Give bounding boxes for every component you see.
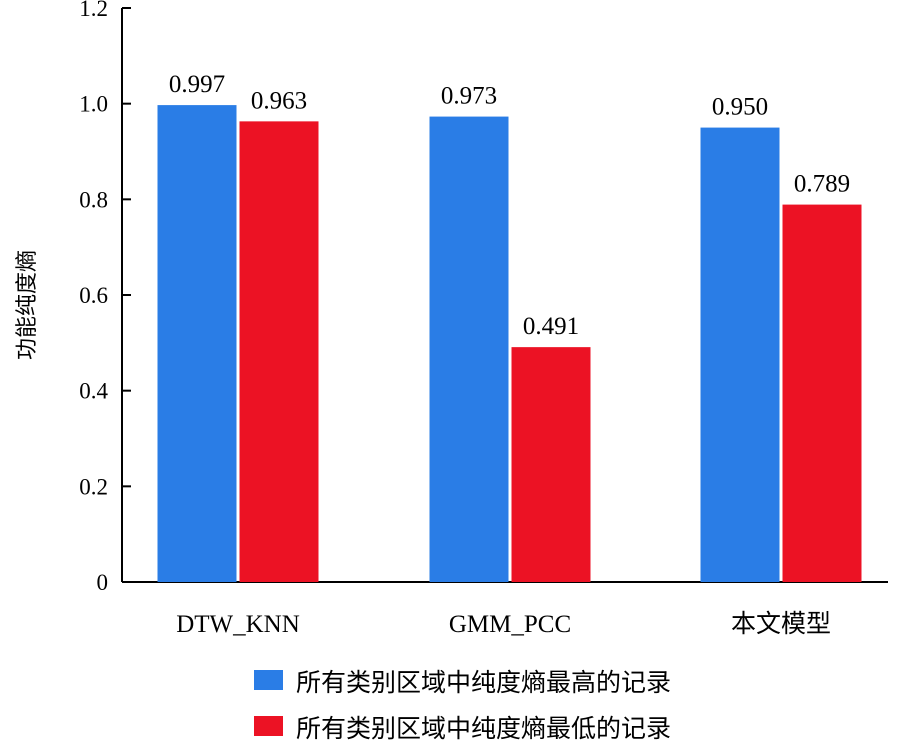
legend-label: 所有类别区域中纯度熵最高的记录 xyxy=(296,668,671,697)
data-label: 0.973 xyxy=(441,83,497,110)
x-tick-label: 本文模型 xyxy=(731,610,831,638)
x-tick-label: DTW_KNN xyxy=(176,611,300,638)
legend-label: 所有类别区域中纯度熵最低的记录 xyxy=(296,714,671,743)
data-label: 0.963 xyxy=(251,87,307,114)
y-tick-label: 0.4 xyxy=(79,379,108,404)
data-label: 0.491 xyxy=(523,313,579,340)
bar xyxy=(239,121,319,583)
y-tick-label: 1.2 xyxy=(79,0,108,21)
bar xyxy=(511,347,591,582)
y-tick-label: 0.2 xyxy=(79,474,108,499)
bar xyxy=(700,127,780,582)
bar xyxy=(782,204,862,582)
legend-swatch xyxy=(254,716,283,736)
y-tick-label: 0.6 xyxy=(79,283,108,308)
legend-swatch xyxy=(254,670,283,690)
y-tick-label: 1.0 xyxy=(79,92,108,117)
y-tick-label: 0 xyxy=(97,570,109,595)
data-label: 0.997 xyxy=(169,71,225,98)
data-label: 0.950 xyxy=(712,94,768,121)
y-axis-title: 功能纯度熵 xyxy=(15,250,40,360)
data-label: 0.789 xyxy=(794,171,850,198)
bar xyxy=(157,105,237,582)
plot-area: 0 0.2 0.4 0.6 0.8 1.0 1.2 0.997 0.973 0.950 0.963 0… xyxy=(79,0,888,638)
y-tick-label: 0.8 xyxy=(79,187,108,212)
x-tick-label: GMM_PCC xyxy=(449,611,571,638)
bar xyxy=(429,116,509,582)
